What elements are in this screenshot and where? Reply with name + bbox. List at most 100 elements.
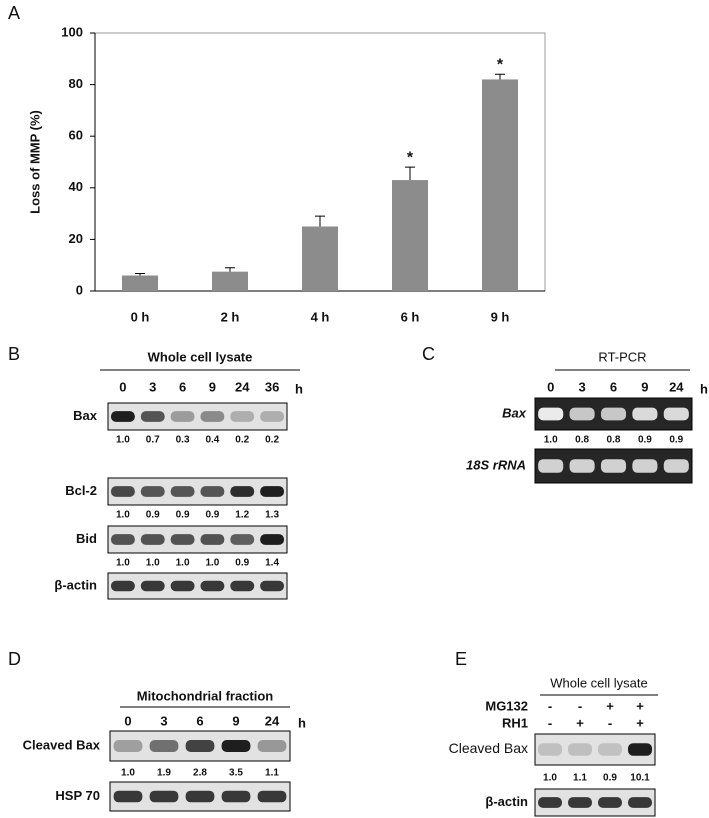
lane-label: 9 xyxy=(641,379,648,394)
quantification: 1.3 xyxy=(265,510,279,521)
band xyxy=(113,740,143,752)
quantification: 1.4 xyxy=(265,558,279,569)
quantification: 0.8 xyxy=(575,435,589,446)
quantification: 0.2 xyxy=(235,435,249,446)
blot-frame xyxy=(107,477,288,506)
row-label: Bcl-2 xyxy=(65,483,97,498)
band xyxy=(663,407,689,421)
band xyxy=(230,580,255,592)
y-tick-label: 60 xyxy=(69,128,83,143)
lane-label: 9 xyxy=(209,379,216,394)
band xyxy=(170,486,195,497)
lane-label: 0 xyxy=(119,379,126,394)
quantification: 1.0 xyxy=(543,773,557,784)
band xyxy=(170,580,195,592)
lane-label: 0 xyxy=(124,713,131,728)
row-label: Cleaved Bax xyxy=(23,737,101,752)
condition-sign: + xyxy=(636,715,644,730)
x-tick-label: 0 h xyxy=(131,309,150,324)
row-label: Bid xyxy=(76,531,97,546)
quantification: 1.0 xyxy=(146,558,160,569)
bar xyxy=(122,275,158,291)
band xyxy=(140,534,165,545)
band xyxy=(569,407,595,421)
lane-label: 3 xyxy=(149,379,156,394)
blot-frame xyxy=(107,402,288,431)
quantification: 0.4 xyxy=(205,435,219,446)
lane-unit: h xyxy=(298,715,306,730)
significance-mark: * xyxy=(497,56,504,73)
bar xyxy=(482,79,518,291)
band xyxy=(110,580,135,592)
condition-sign: - xyxy=(548,715,552,730)
lane-unit: h xyxy=(700,381,708,396)
lane-label: 6 xyxy=(610,379,617,394)
quantification: 1.0 xyxy=(205,558,219,569)
quantification: 1.0 xyxy=(116,435,130,446)
lane-label: 36 xyxy=(265,379,279,394)
band xyxy=(257,740,287,752)
error-bar xyxy=(225,267,235,272)
row-label: Bax xyxy=(502,405,527,420)
band xyxy=(538,459,564,473)
quantification: 0.9 xyxy=(603,773,617,784)
quantification: 0.7 xyxy=(146,435,160,446)
band xyxy=(200,486,225,497)
quantification: 0.9 xyxy=(176,510,190,521)
quantification: 0.9 xyxy=(146,510,160,521)
condition-sign: - xyxy=(548,698,552,713)
band xyxy=(538,797,562,808)
band xyxy=(221,740,251,752)
panel-label: A xyxy=(8,3,20,23)
lane-label: 6 xyxy=(196,713,203,728)
blot-header: Whole cell lysate xyxy=(550,675,648,690)
band xyxy=(230,486,255,497)
band xyxy=(260,534,285,545)
band xyxy=(185,740,215,752)
band xyxy=(221,790,251,803)
band xyxy=(260,411,285,422)
band xyxy=(600,459,627,473)
lane-label: 6 xyxy=(179,379,186,394)
quantification: 1.1 xyxy=(573,773,587,784)
row-label: β-actin xyxy=(485,794,528,809)
band xyxy=(170,411,195,422)
quantification: 0.9 xyxy=(638,435,652,446)
x-tick-label: 4 h xyxy=(311,309,330,324)
band xyxy=(538,743,562,756)
lane-label: 24 xyxy=(265,713,280,728)
band xyxy=(628,743,652,756)
quantification: 1.0 xyxy=(116,510,130,521)
quantification: 2.8 xyxy=(193,768,207,779)
band xyxy=(598,797,622,808)
quantification: 1.0 xyxy=(176,558,190,569)
quantification: 0.2 xyxy=(265,435,279,446)
band xyxy=(568,743,592,756)
row-label: Cleaved Bax xyxy=(449,740,528,756)
quantification: 1.0 xyxy=(544,435,558,446)
y-tick-label: 0 xyxy=(76,282,83,297)
band xyxy=(568,797,592,808)
band xyxy=(600,407,627,421)
row-label: 18S rRNA xyxy=(466,457,526,472)
band xyxy=(598,743,622,756)
band xyxy=(538,407,564,421)
row-label: HSP 70 xyxy=(55,788,100,803)
blot-header: Whole cell lysate xyxy=(148,349,253,364)
band xyxy=(140,580,165,592)
bar xyxy=(302,226,338,291)
quantification: 0.9 xyxy=(669,435,683,446)
band xyxy=(632,407,658,421)
band xyxy=(170,534,195,545)
quantification: 0.3 xyxy=(176,435,190,446)
band xyxy=(230,534,255,545)
error-bar xyxy=(315,215,325,227)
band xyxy=(628,797,652,808)
quantification: 1.9 xyxy=(157,768,171,779)
panel-label: B xyxy=(8,344,20,364)
lane-label: 24 xyxy=(669,379,684,394)
band xyxy=(569,459,595,473)
condition-sign: - xyxy=(608,715,612,730)
condition-sign: + xyxy=(606,698,614,713)
